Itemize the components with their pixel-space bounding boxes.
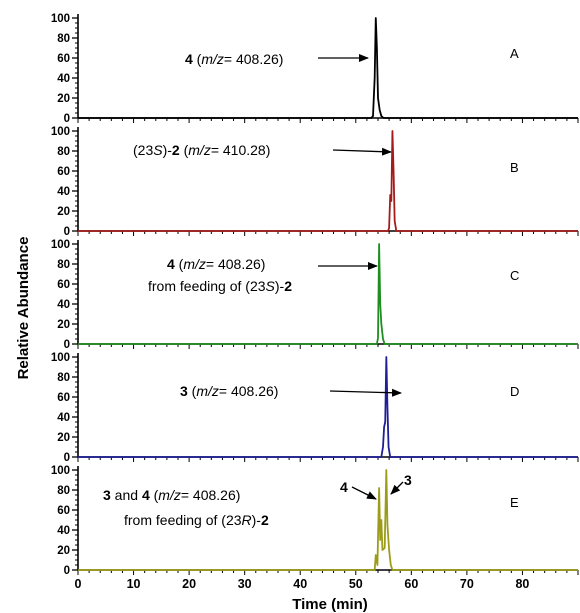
y-tick-label: 100	[51, 126, 70, 138]
y-tick-label: 80	[57, 33, 70, 45]
x-tick-label: 50	[349, 577, 363, 591]
y-tick-label: 20	[57, 432, 70, 444]
y-axis-title: Relative Abundance	[15, 237, 32, 380]
y-tick-label: 80	[57, 259, 70, 271]
trace-e	[78, 469, 578, 571]
panel-c: 0 20 40 60 80 100 4 (m/z= 408.26) from feeding …	[51, 239, 579, 351]
annotation-line-1: 3 and 4 (m/z= 408.26)	[103, 487, 240, 503]
trace-c	[78, 243, 578, 345]
annotation-line-1: 4 (m/z= 408.26)	[167, 256, 265, 272]
panel-letter: C	[510, 268, 519, 283]
annotation-line-1: 3 (m/z= 408.26)	[180, 383, 278, 399]
y-tick-label: 20	[57, 545, 70, 557]
y-tick-label: 0	[64, 339, 70, 351]
panel-letter: D	[510, 384, 519, 399]
annotation-line-2: from feeding of (23S)-2	[148, 278, 292, 294]
y-tick-label: 60	[57, 505, 70, 517]
y-tick-label: 20	[57, 319, 70, 331]
x-axis-title: Time (min)	[292, 596, 368, 613]
annotation-arrow	[329, 388, 402, 397]
y-tick-label: 60	[57, 166, 70, 178]
y-tick-label: 100	[51, 239, 70, 251]
y-tick-label: 80	[57, 372, 70, 384]
y-tick-label: 0	[64, 226, 70, 238]
y-tick-label: 100	[51, 13, 70, 25]
x-tick-label: 20	[182, 577, 196, 591]
panel-letter: B	[510, 160, 519, 175]
y-tick-label: 40	[57, 525, 70, 537]
x-tick-label: 60	[404, 577, 418, 591]
peak-arrow-3	[390, 481, 404, 495]
trace-b	[78, 130, 578, 232]
y-tick-label: 40	[57, 299, 70, 311]
trace-a	[78, 17, 578, 119]
x-tick-label: 40	[293, 577, 307, 591]
y-tick-label: 60	[57, 392, 70, 404]
y-tick-label: 60	[57, 279, 70, 291]
annotation-line-2: from feeding of (23R)-2	[124, 512, 269, 528]
panel-d: 0 20 40 60 80 100 3 (m/z= 408.26) D	[51, 352, 579, 464]
panel-letter: A	[510, 46, 519, 61]
y-tick-label: 0	[64, 565, 70, 577]
y-tick-label: 40	[57, 412, 70, 424]
annotation-line-1: 4 (m/z= 408.26)	[185, 51, 283, 67]
peak-label-3: 3	[404, 472, 412, 488]
panel-b: 0 20 40 60 80 100 (23S)-2 (m/z= 410.28) B	[51, 126, 579, 238]
panel-a: 0 20 40 60 80 100 4 (m/z= 408.26) A	[51, 13, 579, 125]
annotation-arrow	[332, 147, 392, 156]
y-tick-label: 20	[57, 93, 70, 105]
y-tick-label: 40	[57, 186, 70, 198]
y-tick-label: 20	[57, 206, 70, 218]
y-tick-label: 80	[57, 485, 70, 497]
x-tick-label: 30	[238, 577, 252, 591]
y-tick-label: 0	[64, 113, 70, 125]
y-tick-label: 100	[51, 352, 70, 364]
y-tick-label: 60	[57, 53, 70, 65]
y-tick-label: 0	[64, 452, 70, 464]
peak-label-4: 4	[340, 479, 348, 495]
x-tick-label: 10	[127, 577, 141, 591]
x-tick-label: 70	[460, 577, 474, 591]
x-tick-label: 0	[75, 577, 82, 591]
y-tick-label: 40	[57, 73, 70, 85]
x-tick-label: 80	[515, 577, 529, 591]
panel-letter: E	[510, 495, 519, 510]
peak-arrow-4	[351, 486, 377, 500]
y-tick-label: 100	[51, 465, 70, 477]
y-tick-label: 80	[57, 146, 70, 158]
annotation-line-1: (23S)-2 (m/z= 410.28)	[133, 142, 270, 158]
panel-e: 0 20 40 60 80 100 3 and 4 (m/z= 408.26) from fe…	[51, 465, 579, 577]
trace-d	[78, 356, 578, 458]
